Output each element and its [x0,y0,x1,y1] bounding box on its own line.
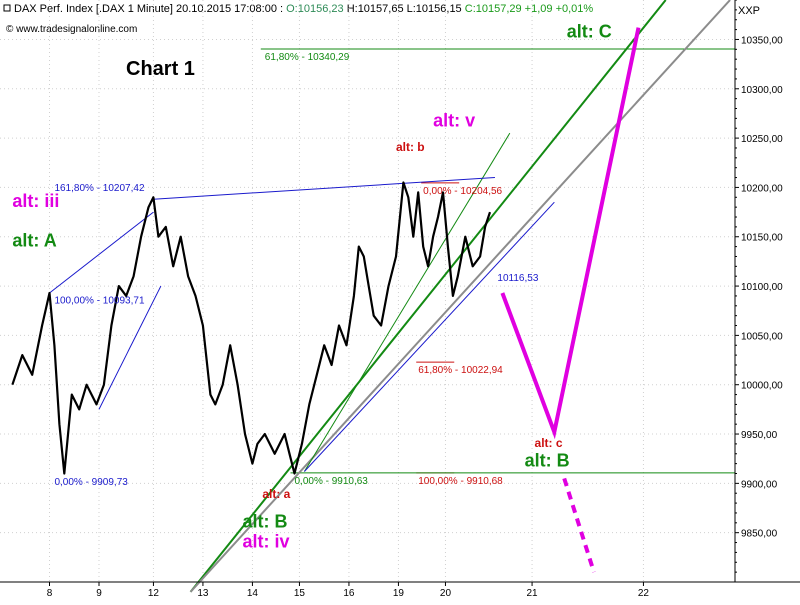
fib-label: 100,00% - 10093,71 [54,295,145,306]
fib-label: 0,00% - 9910,63 [294,476,368,487]
y-tick-label: 9900,00 [741,479,778,490]
x-tick-label: 12 [148,588,160,599]
x-tick-label: 15 [294,588,306,599]
x-tick-label: 20 [440,588,452,599]
trend-line [153,177,495,200]
y-tick-label: 10250,00 [741,134,783,145]
trend-line [49,211,154,294]
fib-label: 61,80% - 10340,29 [265,52,350,63]
fib-label: 61,80% - 10022,94 [418,365,503,376]
x-tick-label: 21 [527,588,539,599]
price-line [11,181,492,475]
x-tick-label: 19 [393,588,405,599]
wave-label: alt: iv [243,531,290,551]
wave-label: alt: A [12,231,56,251]
header-symbol: DAX Perf. Index [.DAX 1 Minute] 20.10.20… [14,3,593,15]
wave-label: alt: a [262,487,290,501]
axis-symbol: XXP [738,5,760,17]
y-tick-label: 10150,00 [741,233,783,244]
wave-label: alt: v [433,110,475,130]
window-icon [3,4,11,12]
header-high: H:10157,65 [347,3,407,15]
trend-line [304,201,555,472]
trend-line [98,285,162,410]
y-tick-label: 10000,00 [741,381,783,392]
projection-dashed [562,477,596,573]
copyright: © www.tradesignalonline.com [6,24,137,35]
x-tick-label: 14 [247,588,259,599]
chart-header: DAX Perf. Index [.DAX 1 Minute] 20.10.20… [3,3,760,35]
y-tick-label: 9950,00 [741,430,778,441]
x-tick-label: 8 [47,588,53,599]
x-tick-label: 9 [96,588,102,599]
fib-label: 10116,53 [497,273,538,284]
projection-path [500,27,641,573]
trend-lines [49,0,731,593]
header-close: C:10157,29 +1,09 +0,01% [465,3,594,15]
trend-line [303,132,511,472]
fib-label: 0,00% - 9909,73 [54,477,128,488]
wave-label: alt: B [525,451,570,471]
header-open: O:10156,23 [286,3,347,15]
chart-title: Chart 1 [126,58,195,80]
gridlines [0,0,735,582]
fib-label: 100,00% - 9910,68 [418,476,503,487]
y-axis: 9850,00 9900,00 9950,00 10000,00 10050,00 101… [735,0,783,573]
fib-labels: 61,80% - 10340,29 161,80% - 10207,42 100,0… [54,52,538,488]
wave-label: alt: B [243,512,288,532]
wave-label: alt: iii [12,191,59,211]
projection-solid [500,27,641,440]
y-tick-label: 10100,00 [741,282,783,293]
x-tick-label: 22 [638,588,650,599]
y-tick-label: 10050,00 [741,331,783,342]
x-axis: 8 9 12 13 14 15 16 19 20 21 22 [47,582,650,599]
trend-line [189,0,667,593]
price-series [11,181,492,475]
fib-label: 0,00% - 10204,56 [423,186,502,197]
y-tick-label: 10350,00 [741,35,783,46]
wave-label: alt: c [535,436,563,450]
wave-label: alt: b [396,140,425,154]
trend-line [189,0,731,593]
y-tick-label: 9850,00 [741,529,778,540]
fib-lines [260,48,735,474]
fib-label: 161,80% - 10207,42 [54,183,145,194]
y-tick-label: 10200,00 [741,183,783,194]
header-low: L:10156,15 [407,3,465,15]
x-tick-label: 13 [197,588,209,599]
x-tick-label: 16 [343,588,355,599]
header-symbol-line: DAX Perf. Index [.DAX 1 Minute] 20.10.20… [14,3,286,15]
y-tick-label: 10300,00 [741,85,783,96]
wave-label: alt: C [567,21,612,41]
